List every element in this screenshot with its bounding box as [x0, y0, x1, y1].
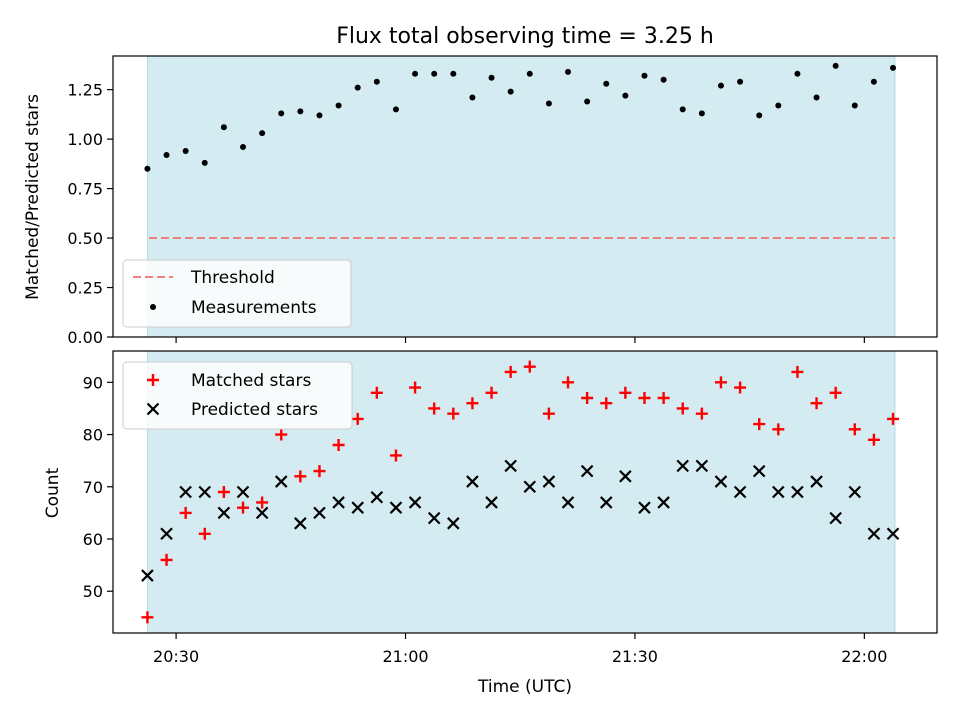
measurement-point	[183, 148, 189, 154]
measurement-point	[871, 79, 877, 85]
measurement-point	[775, 102, 781, 108]
x-tick-label: 22:00	[841, 647, 887, 666]
measurement-point	[718, 83, 724, 89]
measurement-point	[297, 108, 303, 114]
top-panel: Flux total observing time = 3.25 h Match…	[23, 24, 937, 347]
legend-predicted-label: Predicted stars	[191, 400, 318, 420]
measurement-point	[278, 110, 284, 116]
y-tick-label: 50	[83, 582, 103, 601]
measurement-point	[584, 99, 590, 105]
measurement-point	[622, 93, 628, 99]
measurement-point	[202, 160, 208, 166]
y-tick-label: 60	[83, 530, 103, 549]
measurement-point	[412, 71, 418, 77]
y-tick-label: 1.25	[67, 81, 103, 100]
legend-measurements-swatch	[150, 304, 156, 310]
measurement-point	[164, 152, 170, 158]
y-axis-label: Matched/Predicted stars	[23, 94, 43, 300]
y-tick-label: 70	[83, 478, 103, 497]
measurement-point	[393, 106, 399, 112]
measurement-point	[527, 71, 533, 77]
measurement-point	[565, 69, 571, 75]
y-tick-label: 0.00	[67, 328, 103, 347]
figure: Flux total observing time = 3.25 h Match…	[0, 0, 960, 720]
legend: Threshold Measurements	[123, 260, 351, 327]
measurement-point	[450, 71, 456, 77]
y-tick-label: 0.50	[67, 229, 103, 248]
measurement-point	[240, 144, 246, 150]
legend-matched-label: Matched stars	[191, 371, 311, 391]
legend-measurements-label: Measurements	[191, 298, 317, 318]
measurement-point	[374, 79, 380, 85]
measurement-point	[680, 106, 686, 112]
measurement-point	[641, 73, 647, 79]
measurement-point	[336, 102, 342, 108]
measurement-point	[603, 81, 609, 87]
measurement-point	[259, 130, 265, 136]
x-tick-label: 21:00	[382, 647, 428, 666]
measurement-point	[489, 75, 495, 81]
measurement-point	[546, 100, 552, 106]
y-tick-label: 80	[83, 426, 103, 445]
y-tick-label: 0.25	[67, 279, 103, 298]
chart-title: Flux total observing time = 3.25 h	[336, 24, 714, 49]
measurement-point	[756, 112, 762, 118]
y-tick-label: 90	[83, 373, 103, 392]
measurement-point	[508, 89, 514, 95]
measurement-point	[221, 124, 227, 130]
legend-threshold-label: Threshold	[190, 268, 275, 288]
y-tick-label: 1.00	[67, 130, 103, 149]
measurement-point	[814, 95, 820, 101]
measurement-point	[144, 166, 150, 172]
measurement-point	[794, 71, 800, 77]
measurement-point	[316, 112, 322, 118]
x-axis-label: Time (UTC)	[477, 677, 572, 697]
measurement-point	[737, 79, 743, 85]
x-tick-label: 21:30	[612, 647, 658, 666]
measurement-point	[890, 65, 896, 71]
measurement-point	[469, 95, 475, 101]
y-axis-label: Count	[43, 467, 63, 518]
x-tick-label: 20:30	[153, 647, 199, 666]
measurement-point	[833, 63, 839, 69]
measurement-point	[661, 77, 667, 83]
y-tick-label: 0.75	[67, 180, 103, 199]
measurement-point	[852, 102, 858, 108]
measurement-point	[431, 71, 437, 77]
measurement-point	[355, 85, 361, 91]
legend: Matched stars Predicted stars	[123, 362, 352, 429]
measurement-point	[699, 110, 705, 116]
